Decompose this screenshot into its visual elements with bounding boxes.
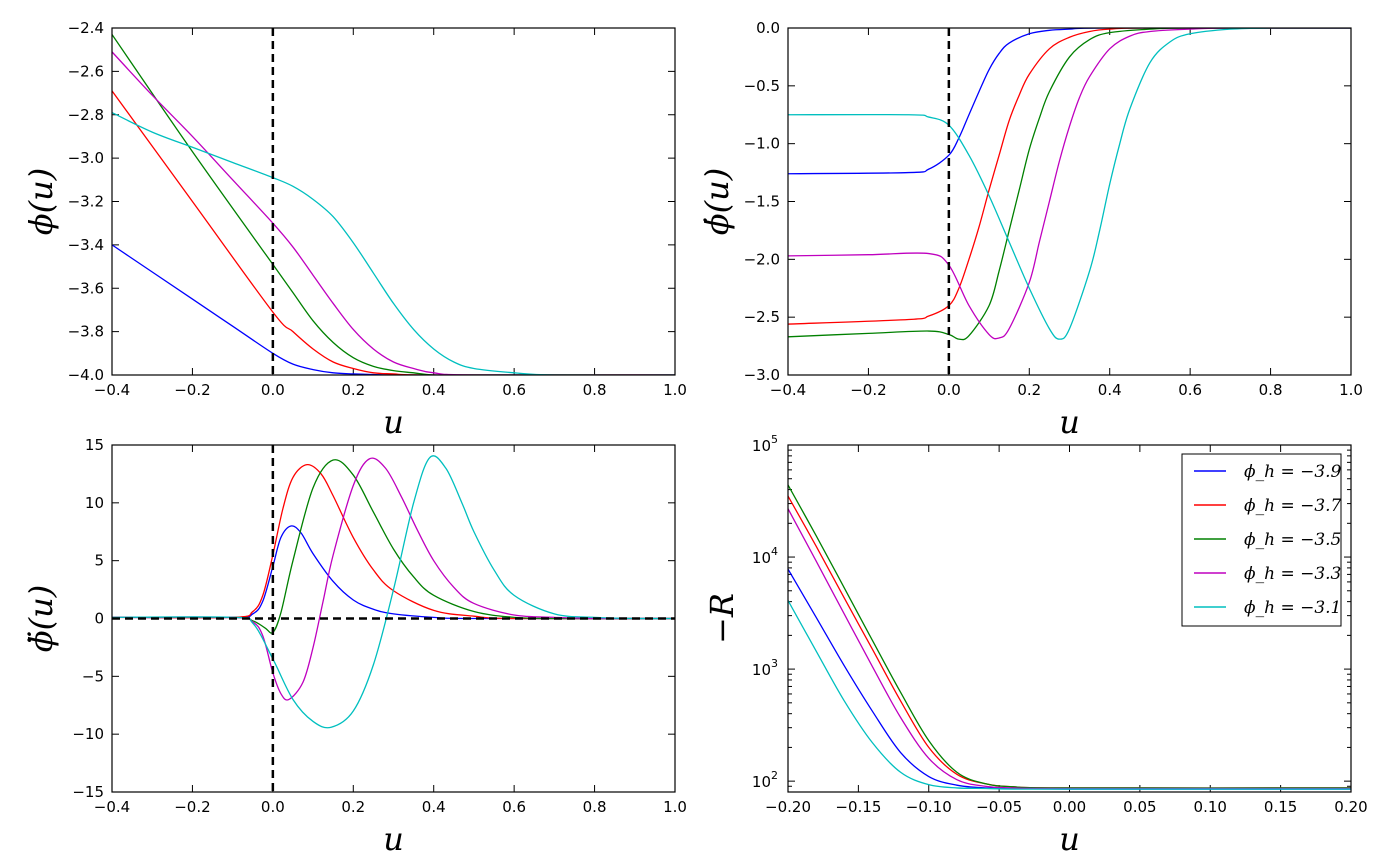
series-line-4 bbox=[112, 51, 675, 375]
x-tick-label: −0.2 bbox=[850, 381, 886, 399]
y-tick-label: −2.8 bbox=[68, 106, 104, 124]
series-line-5 bbox=[112, 111, 675, 375]
y-tick-label: 105 bbox=[752, 433, 778, 455]
y-tick-label: 104 bbox=[752, 545, 778, 567]
y-tick-label: 0 bbox=[94, 610, 104, 628]
legend-box bbox=[1181, 453, 1342, 627]
y-tick-label: 0.0 bbox=[756, 19, 780, 37]
legend-entry: ϕ_h = −3.9 bbox=[1244, 462, 1342, 482]
series-line-5 bbox=[788, 600, 1351, 790]
series-line-2 bbox=[112, 464, 675, 620]
x-tick-label: 0.8 bbox=[583, 381, 607, 399]
legend-entry: ϕ_h = −3.3 bbox=[1244, 564, 1341, 584]
x-tick-label: 0.4 bbox=[422, 798, 446, 816]
y-tick-label: 102 bbox=[752, 769, 778, 791]
series-line-4 bbox=[788, 28, 1351, 340]
x-tick-label: −0.20 bbox=[765, 798, 811, 816]
x-tick-label: 0.15 bbox=[1264, 798, 1297, 816]
x-tick-label: 1.0 bbox=[663, 381, 687, 399]
x-tick-label: 0.8 bbox=[583, 798, 607, 816]
x-tick-label: 0.0 bbox=[261, 798, 285, 816]
y-tick-label: −1.5 bbox=[744, 193, 780, 211]
series-line-5 bbox=[788, 28, 1351, 340]
x-tick-label: −0.05 bbox=[976, 798, 1022, 816]
x-tick-label: 0.6 bbox=[502, 798, 526, 816]
x-axis-label: u bbox=[1059, 403, 1080, 441]
y-tick-label: −2.6 bbox=[68, 62, 104, 80]
y-tick-label: −0.5 bbox=[744, 77, 780, 95]
x-tick-label: 1.0 bbox=[1339, 381, 1363, 399]
series-line-3 bbox=[112, 459, 675, 634]
axes-frame bbox=[111, 444, 676, 793]
y-tick-label: −2.5 bbox=[744, 308, 780, 326]
x-tick-label: 0.4 bbox=[1098, 381, 1122, 399]
axes-frame bbox=[111, 27, 676, 376]
x-tick-label: 0.0 bbox=[261, 381, 285, 399]
y-axis-label: −R bbox=[703, 593, 741, 644]
y-tick-label: 15 bbox=[85, 436, 104, 454]
y-tick-label: −3.0 bbox=[744, 366, 780, 384]
x-tick-label: 0.20 bbox=[1334, 798, 1367, 816]
x-tick-label: 0.8 bbox=[1259, 381, 1283, 399]
x-tick-label: −0.2 bbox=[174, 381, 210, 399]
x-tick-label: 1.0 bbox=[663, 798, 687, 816]
y-tick-label: −3.0 bbox=[68, 149, 104, 167]
y-tick-label: −2.4 bbox=[68, 19, 104, 37]
x-tick-label: 0.2 bbox=[1017, 381, 1041, 399]
x-tick-label: 0.6 bbox=[502, 381, 526, 399]
legend-entry: ϕ_h = −3.5 bbox=[1244, 530, 1341, 550]
x-tick-label: −0.4 bbox=[94, 798, 130, 816]
axes-frame bbox=[787, 27, 1352, 376]
x-tick-label: −0.4 bbox=[770, 381, 806, 399]
y-tick-label: 103 bbox=[752, 657, 778, 679]
series-line-1 bbox=[788, 28, 1351, 175]
x-tick-label: 0.05 bbox=[1123, 798, 1156, 816]
legend-entry: ϕ_h = −3.7 bbox=[1244, 496, 1342, 516]
x-axis-label: u bbox=[383, 820, 404, 856]
series-line-2 bbox=[788, 28, 1351, 325]
legend: ϕ_h = −3.9 ϕ_h = −3.7 ϕ_h = −3.5 ϕ_h = −3.3… bbox=[1181, 453, 1342, 627]
x-axis-label: u bbox=[1059, 820, 1080, 856]
x-tick-label: 0.0 bbox=[937, 381, 961, 399]
y-tick-label: −10 bbox=[72, 725, 104, 743]
x-tick-label: 0.2 bbox=[341, 381, 365, 399]
y-tick-label: −2.0 bbox=[744, 250, 780, 268]
series-line-1 bbox=[112, 244, 675, 375]
y-axis-label: ϕ(u) bbox=[22, 168, 60, 235]
y-tick-label: −1.0 bbox=[744, 135, 780, 153]
x-axis-label: u bbox=[383, 403, 404, 441]
x-tick-label: 0.6 bbox=[1178, 381, 1202, 399]
y-tick-label: −3.8 bbox=[68, 323, 104, 341]
panel-phiddot: −0.4 −0.2 0.0 0.2 0.4 0.6 0.8 1.0 −15 −10 −5 0 5 10 15… bbox=[22, 436, 687, 856]
y-tick-label: −3.4 bbox=[68, 236, 104, 254]
y-tick-label: 5 bbox=[94, 552, 104, 570]
x-tick-label: −0.2 bbox=[174, 798, 210, 816]
panel-phi: −0.4 −0.2 0.0 0.2 0.4 0.6 0.8 1.0 −4.0 −3.8 −3.6 −3… bbox=[22, 19, 687, 441]
y-axis-label: ϕ̈(u) bbox=[22, 585, 60, 652]
y-tick-label: −3.2 bbox=[68, 193, 104, 211]
x-tick-label: 0.2 bbox=[341, 798, 365, 816]
legend-entry: ϕ_h = −3.1 bbox=[1244, 598, 1341, 618]
panel-phidot: −0.4 −0.2 0.0 0.2 0.4 0.6 0.8 1.0 −3.0 −2.5 −2.0 −1… bbox=[698, 19, 1363, 441]
x-tick-label: 0.4 bbox=[422, 381, 446, 399]
y-tick-label: −3.6 bbox=[68, 279, 104, 297]
axes-frame bbox=[787, 444, 1352, 793]
series-line-4 bbox=[112, 457, 675, 701]
y-axis-label: ϕ̇(u) bbox=[698, 168, 736, 235]
y-tick-label: −4.0 bbox=[68, 366, 104, 384]
panel-ricci: −0.20 −0.15 −0.10 −0.05 0.00 0.05 0.10 0.15 0.20… bbox=[703, 433, 1368, 856]
y-tick-label: −15 bbox=[72, 783, 104, 801]
x-tick-label: 0.10 bbox=[1194, 798, 1227, 816]
x-tick-label: 0.00 bbox=[1053, 798, 1086, 816]
series-line-1 bbox=[112, 525, 675, 620]
y-tick-label: 10 bbox=[85, 494, 104, 512]
series-line-3 bbox=[112, 34, 675, 375]
y-tick-label: −5 bbox=[82, 667, 104, 685]
x-tick-label: −0.15 bbox=[835, 798, 881, 816]
x-tick-label: −0.4 bbox=[94, 381, 130, 399]
x-tick-label: −0.10 bbox=[906, 798, 952, 816]
